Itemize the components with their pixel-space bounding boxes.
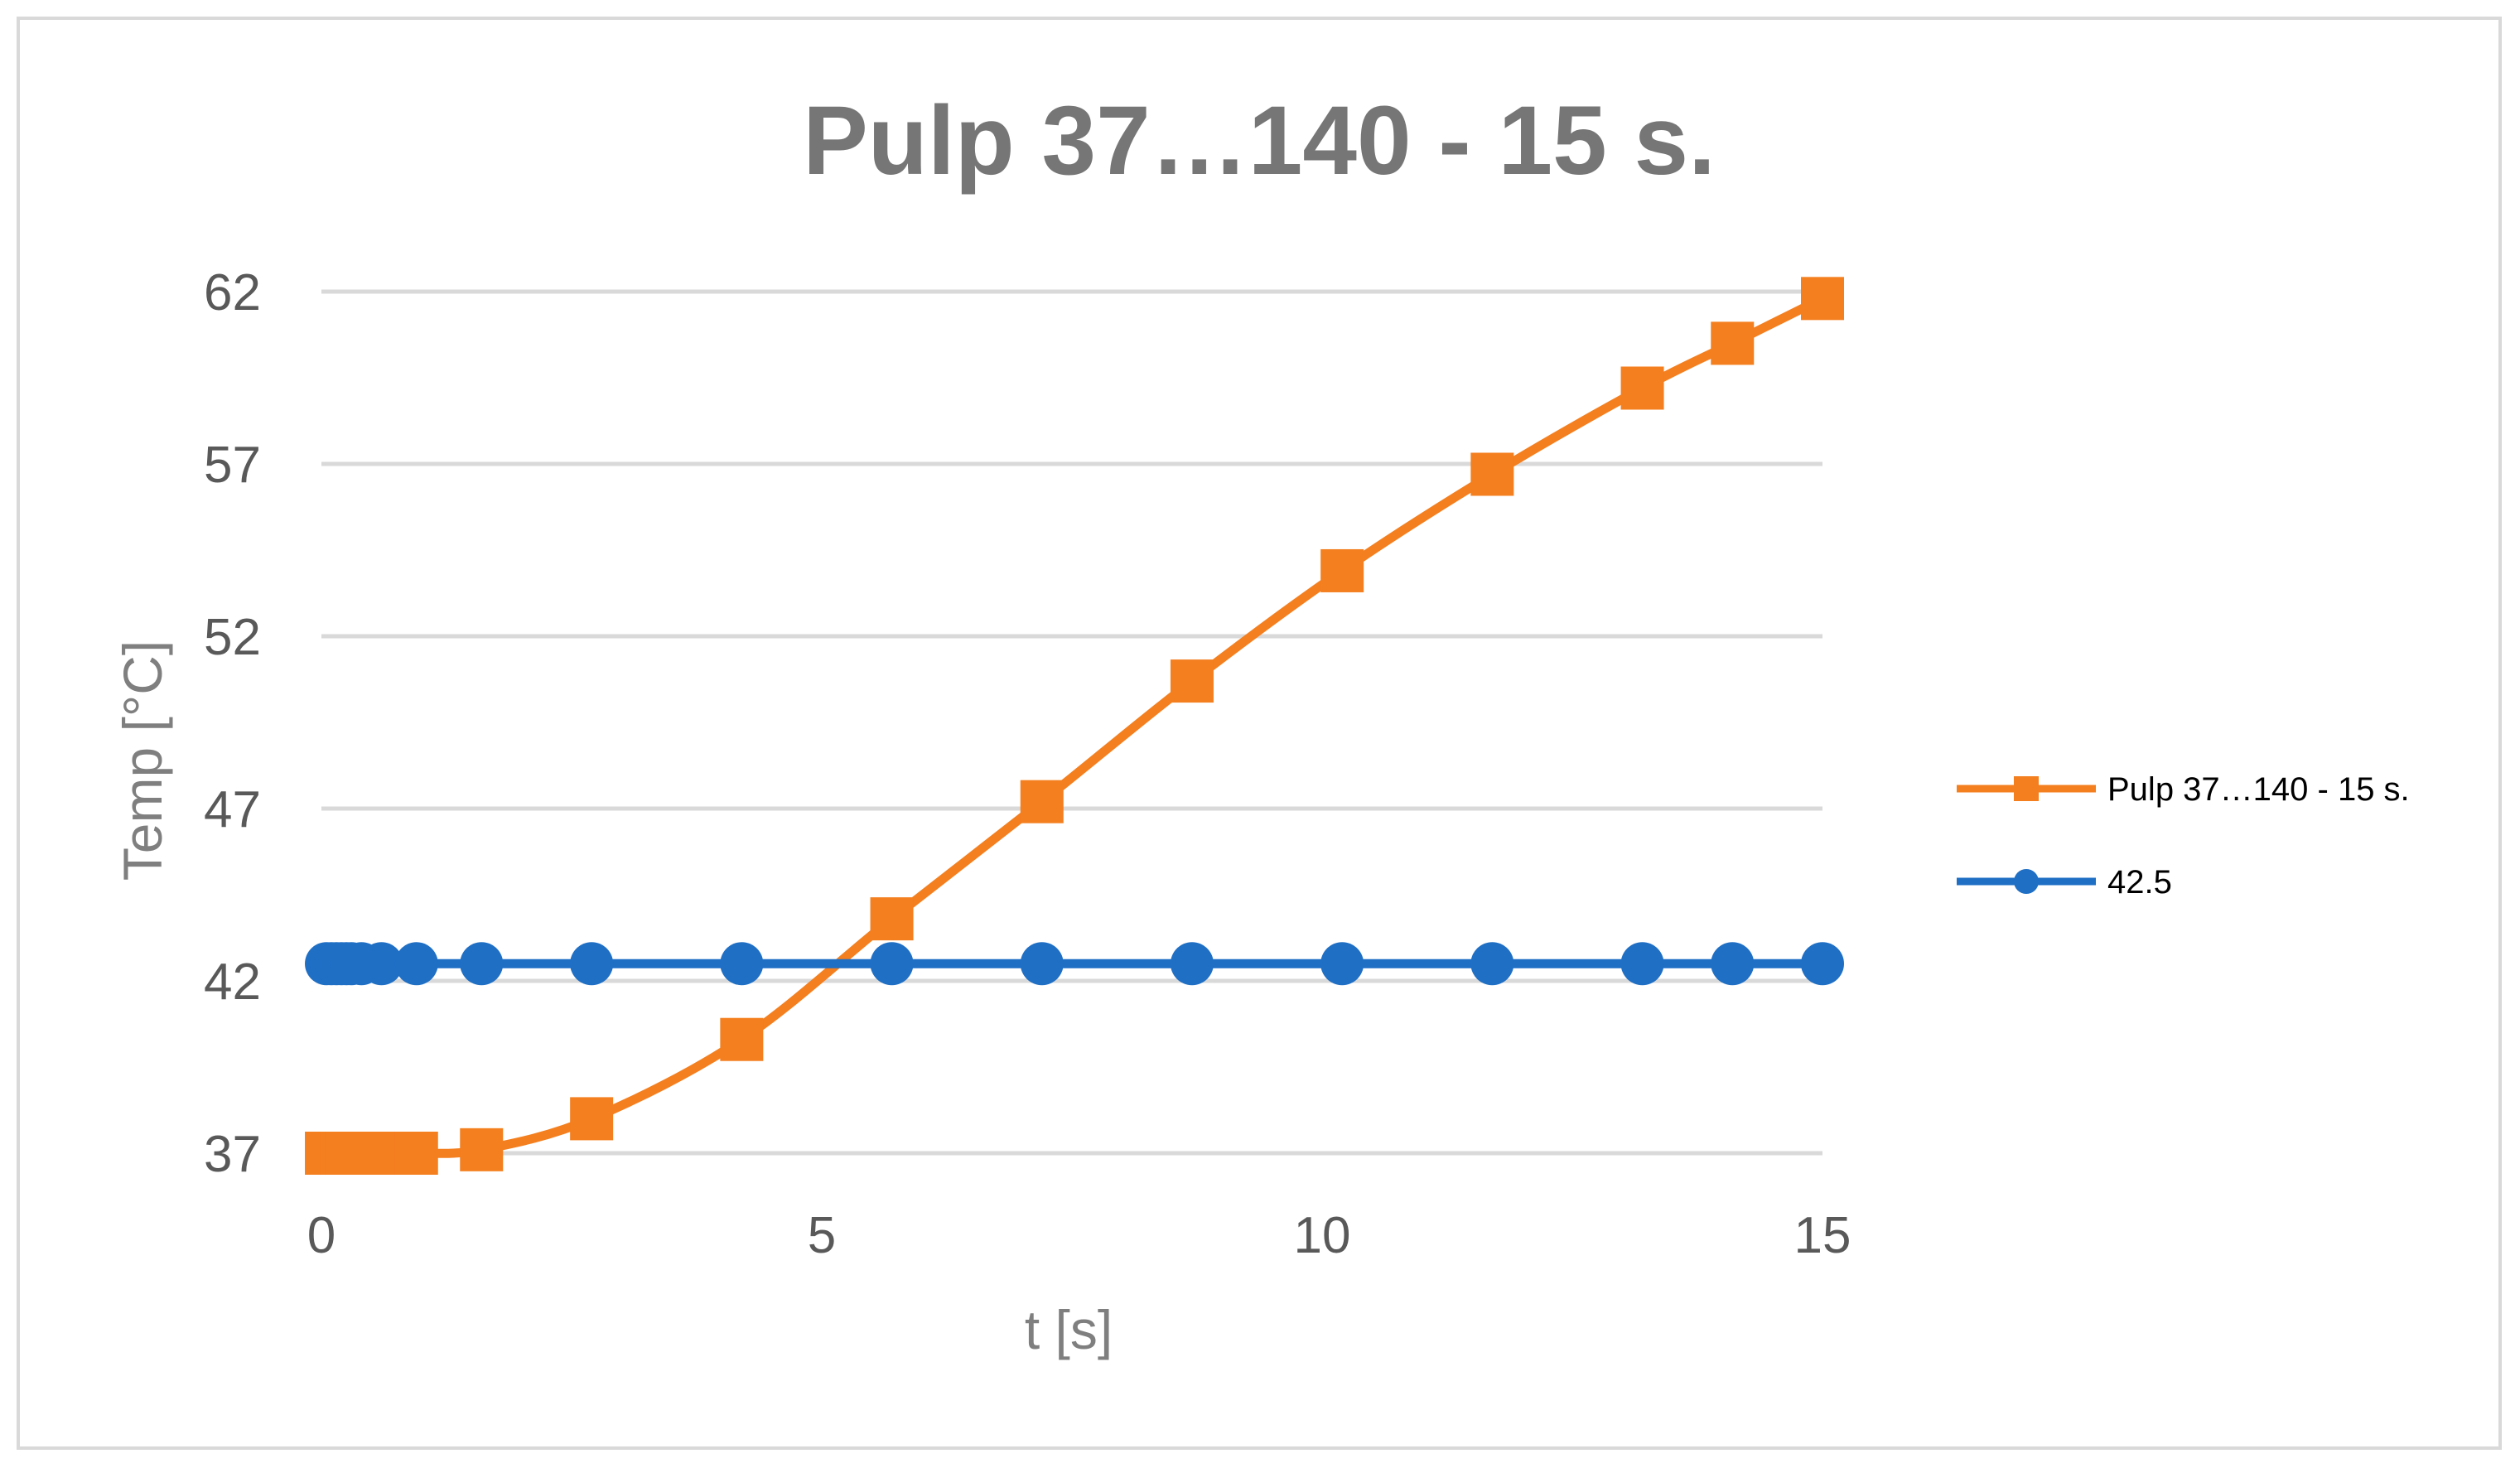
chart-title: Pulp 37…140 - 15 s. <box>803 86 1716 196</box>
y-tick-label: 62 <box>204 264 261 321</box>
legend: Pulp 37…140 - 15 s. 42.5 <box>1957 771 2410 901</box>
data-point-circle <box>1620 942 1664 986</box>
data-point-square <box>1711 321 1755 365</box>
y-axis-label: Temp [°C] <box>112 640 173 881</box>
y-tick-label: 52 <box>204 609 261 666</box>
legend-marker-circle <box>2014 869 2039 894</box>
y-tick-label: 47 <box>204 781 261 838</box>
y-tick-label: 57 <box>204 437 261 494</box>
data-point-square <box>1320 548 1364 592</box>
series-line <box>326 294 1825 1158</box>
data-point-square <box>870 897 914 941</box>
data-point-circle <box>1170 942 1214 986</box>
data-point-square <box>1620 366 1664 410</box>
data-point-circle <box>1470 942 1514 986</box>
data-point-square <box>394 1132 438 1175</box>
data-point-square <box>1170 659 1214 703</box>
legend-entry: Pulp 37…140 - 15 s. <box>1957 771 2410 808</box>
data-point-circle <box>870 942 914 986</box>
data-point-square <box>460 1128 504 1171</box>
data-point-square <box>1470 452 1514 496</box>
data-point-square <box>1801 277 1844 321</box>
legend-label: Pulp 37…140 - 15 s. <box>2107 771 2410 808</box>
y-tick-labels: 37 42 47 52 57 62 <box>204 264 261 1183</box>
x-tick-label: 15 <box>1794 1207 1851 1264</box>
legend-marker-square <box>2014 776 2039 801</box>
data-point-circle <box>360 942 403 986</box>
data-point-circle <box>460 942 504 986</box>
legend-label: 42.5 <box>2107 864 2172 901</box>
data-point-circle <box>720 942 764 986</box>
x-axis-label: t [s] <box>1025 1299 1113 1360</box>
x-tick-label: 0 <box>307 1207 336 1264</box>
y-tick-label: 42 <box>204 954 261 1011</box>
series-layer <box>305 277 1844 1175</box>
data-point-circle <box>1711 942 1755 986</box>
data-point-circle <box>394 942 438 986</box>
chart-frame <box>17 17 2502 1450</box>
series-1 <box>305 277 1844 1175</box>
y-tick-label: 37 <box>204 1126 261 1183</box>
x-tick-label: 5 <box>808 1207 836 1264</box>
x-tick-labels: 0 5 10 15 <box>307 1207 1851 1264</box>
data-point-circle <box>570 942 614 986</box>
series-2 <box>305 942 1844 986</box>
data-point-square <box>1020 780 1064 823</box>
legend-entry: 42.5 <box>1957 864 2172 901</box>
data-point-square <box>570 1097 614 1141</box>
data-point-circle <box>1020 942 1064 986</box>
data-point-circle <box>1801 942 1844 986</box>
gridlines <box>321 289 1822 1156</box>
data-point-circle <box>1320 942 1364 986</box>
x-tick-label: 10 <box>1294 1207 1351 1264</box>
data-point-square <box>720 1017 764 1061</box>
